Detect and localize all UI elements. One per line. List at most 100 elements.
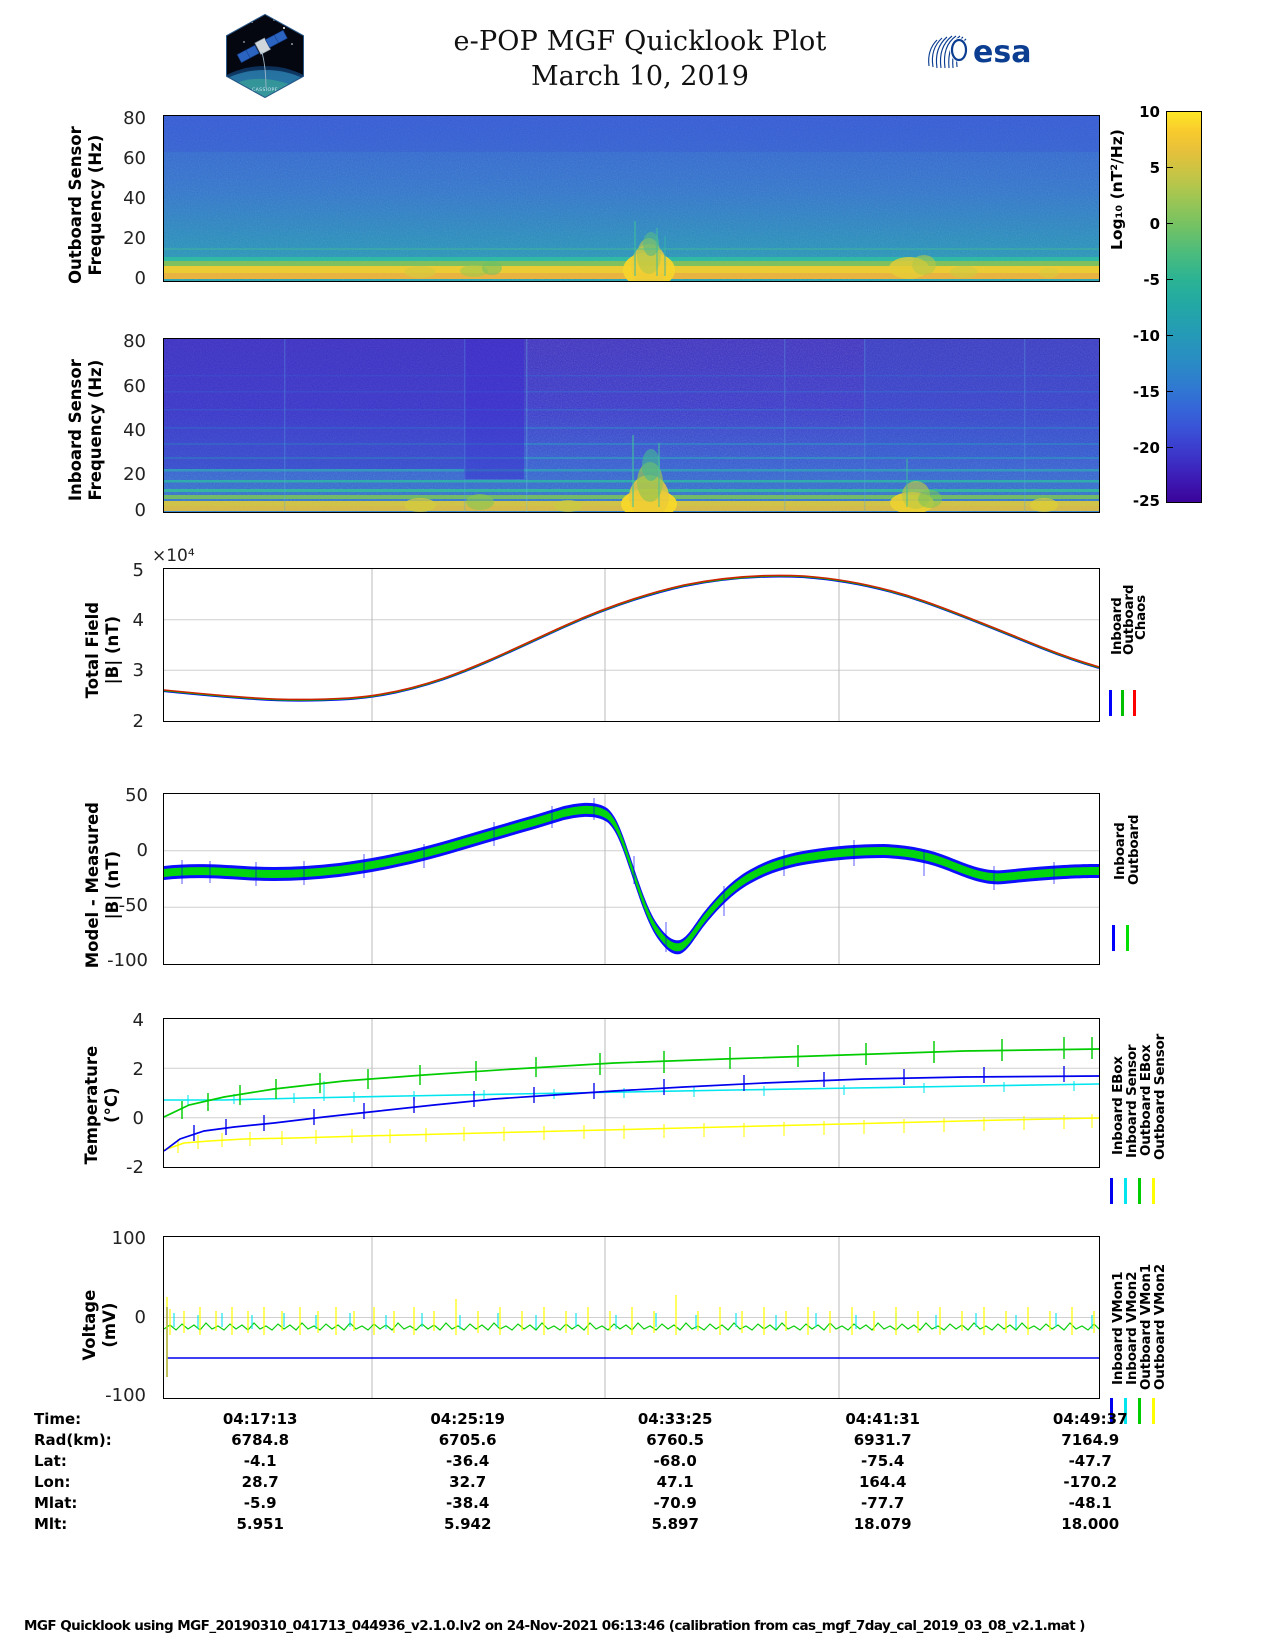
y-tick: 2 bbox=[132, 711, 144, 732]
cell: 04:25:19 bbox=[430, 1409, 505, 1428]
table-row: Rad(km): 6784.8 6705.6 6760.5 6931.7 716… bbox=[34, 1429, 1194, 1450]
row-label: Mlt: bbox=[34, 1514, 68, 1533]
y-tick: 0 bbox=[132, 1108, 144, 1129]
cell: 164.4 bbox=[858, 1472, 907, 1491]
colorbar-tickmark bbox=[1166, 391, 1173, 393]
legend-swatch bbox=[1138, 1398, 1141, 1424]
outboard-spectrogram-panel[interactable] bbox=[163, 115, 1100, 282]
row-label: Time: bbox=[34, 1409, 82, 1428]
page-title: e-POP MGF Quicklook Plot bbox=[453, 26, 827, 57]
y-tick: 60 bbox=[123, 148, 146, 169]
colorbar-tick: 5 bbox=[1149, 159, 1160, 177]
table-row: Lon: 28.7 32.7 47.1 164.4 -170.2 bbox=[34, 1471, 1194, 1492]
legend-swatch bbox=[1112, 925, 1115, 951]
total-field-exponent: ×10⁴ bbox=[152, 546, 195, 566]
footer-provenance-text: MGF Quicklook using MGF_20190310_041713_… bbox=[24, 1618, 1085, 1634]
model-minus-measured-plot bbox=[164, 794, 1099, 964]
colorbar-tickmark bbox=[1166, 279, 1173, 281]
cell: 32.7 bbox=[449, 1472, 487, 1491]
voltage-panel[interactable] bbox=[163, 1236, 1100, 1399]
colorbar-tickmark bbox=[1166, 223, 1173, 225]
y-tick: 3 bbox=[132, 660, 144, 681]
temperature-legend-item: Outboard Sensor bbox=[1152, 1033, 1168, 1160]
cell: -4.1 bbox=[243, 1451, 277, 1470]
cell: -38.4 bbox=[446, 1493, 490, 1512]
y-tick: 40 bbox=[123, 188, 146, 209]
colorbar-tick: -5 bbox=[1143, 271, 1160, 289]
row-label: Mlat: bbox=[34, 1493, 78, 1512]
colorbar-tick: -10 bbox=[1132, 327, 1160, 345]
svg-text:CASSIOPE: CASSIOPE bbox=[252, 87, 278, 93]
cell: 04:41:31 bbox=[845, 1409, 920, 1428]
colorbar-tickmark bbox=[1166, 447, 1173, 449]
cell: 7164.9 bbox=[1061, 1430, 1120, 1449]
legend-swatch bbox=[1124, 1398, 1127, 1424]
y-tick: -100 bbox=[105, 1385, 146, 1406]
total-field-legend-item: Chaos bbox=[1133, 595, 1149, 640]
cell: 6760.5 bbox=[646, 1430, 705, 1449]
svg-text:esa: esa bbox=[973, 35, 1031, 70]
temperature-panel[interactable] bbox=[163, 1018, 1100, 1168]
table-row: Lat: -4.1 -36.4 -68.0 -75.4 -47.7 bbox=[34, 1450, 1194, 1471]
legend-swatch bbox=[1152, 1178, 1155, 1204]
colorbar-tick: 0 bbox=[1149, 215, 1160, 233]
y-tick: 0 bbox=[134, 1307, 146, 1328]
cell: -48.1 bbox=[1068, 1493, 1112, 1512]
cell: 28.7 bbox=[241, 1472, 279, 1491]
cell: 6705.6 bbox=[438, 1430, 497, 1449]
voltage-plot bbox=[164, 1237, 1099, 1398]
colorbar-tickmark bbox=[1166, 167, 1173, 169]
page-subtitle-date: March 10, 2019 bbox=[531, 61, 749, 92]
cell: -36.4 bbox=[446, 1451, 490, 1470]
y-tick: 50 bbox=[125, 785, 148, 806]
y-tick: 5 bbox=[132, 560, 144, 581]
legend-swatch bbox=[1110, 1398, 1113, 1424]
legend-swatch bbox=[1138, 1178, 1141, 1204]
cell: 5.897 bbox=[651, 1514, 699, 1533]
cell: -170.2 bbox=[1063, 1472, 1118, 1491]
cell: 5.951 bbox=[236, 1514, 284, 1533]
table-row: Time: 04:17:13 04:25:19 04:33:25 04:41:3… bbox=[34, 1408, 1194, 1429]
temperature-plot bbox=[164, 1019, 1099, 1167]
cell: -70.9 bbox=[653, 1493, 697, 1512]
legend-swatch bbox=[1121, 690, 1124, 716]
colorbar-tick: 10 bbox=[1139, 103, 1160, 121]
cell: -75.4 bbox=[861, 1451, 905, 1470]
y-tick: -50 bbox=[118, 895, 148, 916]
colorbar-tick: -20 bbox=[1132, 439, 1160, 457]
total-field-panel[interactable] bbox=[163, 568, 1100, 722]
y-tick: 4 bbox=[132, 1010, 144, 1031]
y-tick: 2 bbox=[132, 1059, 144, 1080]
cell: 47.1 bbox=[656, 1472, 694, 1491]
y-tick: 100 bbox=[111, 1228, 146, 1249]
esa-logo-icon: esa bbox=[925, 28, 1045, 74]
legend-swatch bbox=[1126, 925, 1129, 951]
colorbar-tick: -25 bbox=[1132, 492, 1160, 510]
cell: -47.7 bbox=[1068, 1451, 1112, 1470]
colorbar-tick: -15 bbox=[1132, 383, 1160, 401]
table-row: Mlt: 5.951 5.942 5.897 18.079 18.000 bbox=[34, 1513, 1194, 1534]
y-tick: 60 bbox=[123, 376, 146, 397]
y-tick: -100 bbox=[107, 950, 148, 971]
model-measured-legend-item: Outboard bbox=[1126, 814, 1142, 885]
ephemeris-table: Time: 04:17:13 04:25:19 04:33:25 04:41:3… bbox=[0, 1408, 1275, 1534]
cassiope-mission-patch-icon: CASSIOPE bbox=[222, 12, 308, 100]
legend-swatch bbox=[1110, 1178, 1113, 1204]
y-tick: 20 bbox=[123, 464, 146, 485]
colorbar-tickmark bbox=[1166, 335, 1173, 337]
legend-swatch bbox=[1133, 690, 1136, 716]
total-field-plot bbox=[164, 569, 1099, 721]
legend-swatch bbox=[1124, 1178, 1127, 1204]
row-label: Rad(km): bbox=[34, 1430, 112, 1449]
y-tick: 0 bbox=[134, 268, 146, 289]
cell: -77.7 bbox=[861, 1493, 905, 1512]
cell: -68.0 bbox=[653, 1451, 697, 1470]
model-minus-measured-panel[interactable] bbox=[163, 793, 1100, 965]
legend-swatch bbox=[1152, 1398, 1155, 1424]
cell: -5.9 bbox=[243, 1493, 277, 1512]
outboard-spectrogram-image bbox=[164, 116, 1099, 281]
inboard-spectrogram-image bbox=[164, 339, 1099, 512]
inboard-spectrogram-panel[interactable] bbox=[163, 338, 1100, 513]
row-label: Lat: bbox=[34, 1451, 67, 1470]
cell: 04:49:37 bbox=[1052, 1409, 1128, 1428]
